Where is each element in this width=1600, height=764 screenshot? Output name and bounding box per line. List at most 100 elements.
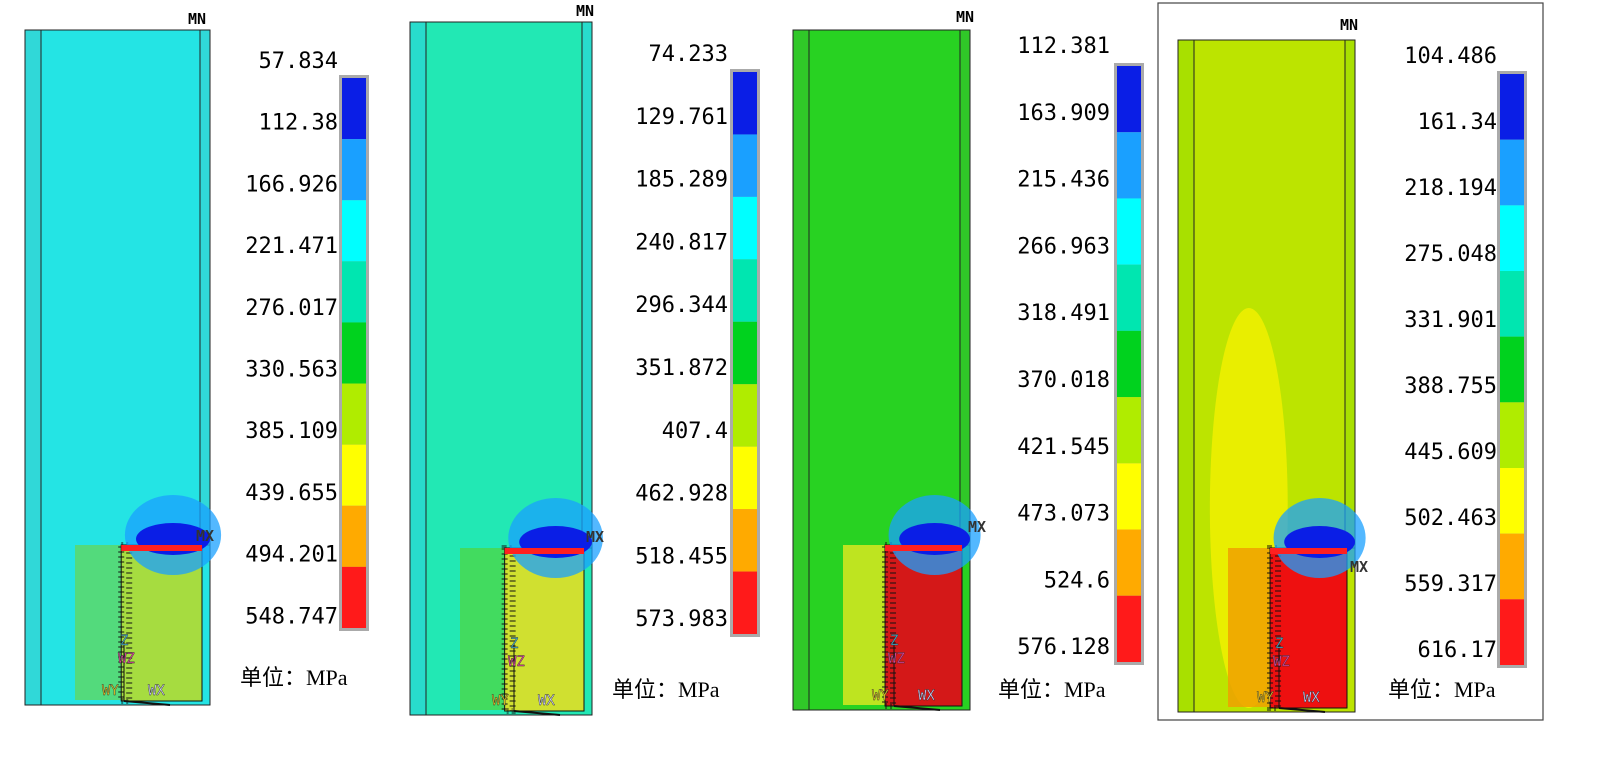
colorbar-band <box>733 384 757 447</box>
legend-value: 473.073 <box>1017 502 1110 527</box>
triad-label: WZ <box>118 651 135 667</box>
collar-edge <box>501 545 516 714</box>
left-wall <box>1177 39 1195 713</box>
right-wall <box>581 21 593 549</box>
legend-value: 266.963 <box>1017 234 1110 259</box>
legend-value: 276.017 <box>245 296 338 321</box>
colorbar-band <box>1117 132 1141 199</box>
colorbar-band <box>1500 533 1524 600</box>
legend-value: 185.289 <box>635 168 728 193</box>
colorbar-band <box>733 134 757 197</box>
legend-value: 576.128 <box>1017 635 1110 660</box>
triad-label: WX <box>1303 690 1320 706</box>
colorbar-band <box>342 383 366 445</box>
colorbar-band <box>1117 397 1141 464</box>
triad-axis <box>893 705 941 711</box>
max-label: MX <box>586 528 604 546</box>
legend-value: 129.761 <box>635 105 728 130</box>
colorbar-band <box>342 322 366 384</box>
max-label: MX <box>196 527 214 545</box>
colorbar-band <box>1500 336 1524 403</box>
left-wall <box>409 21 427 716</box>
colorbar-band <box>733 509 757 572</box>
legend-value: 331.901 <box>1404 308 1497 333</box>
triad-label: Z <box>120 633 128 649</box>
legend-value: 559.317 <box>1404 572 1497 597</box>
legend-value: 221.471 <box>245 234 338 259</box>
colorbar-band <box>733 321 757 385</box>
max-label: MX <box>1350 558 1368 576</box>
triad-label: Z <box>1275 636 1283 652</box>
right-wall <box>1344 39 1356 549</box>
legend-value: 163.909 <box>1017 101 1110 126</box>
triad-label: WX <box>148 683 165 699</box>
legend-value: 166.926 <box>245 172 338 197</box>
legend-value: 218.194 <box>1404 176 1497 201</box>
legend-value: 370.018 <box>1017 368 1110 393</box>
triad-axis <box>513 710 561 716</box>
left-wall <box>792 29 810 711</box>
triad-label: Z <box>510 636 518 652</box>
triad-label: Z <box>890 633 898 649</box>
contour-red <box>504 548 584 554</box>
legend-value: 385.109 <box>245 419 338 444</box>
triad-label: WY <box>102 683 119 699</box>
triad-label: WZ <box>888 651 905 667</box>
colorbar-band <box>342 566 366 628</box>
min-label: MN <box>956 8 974 26</box>
triad-label: WX <box>918 688 935 704</box>
legend-value: 296.344 <box>635 293 728 318</box>
min-label: MN <box>188 10 206 28</box>
unit-label: 单位：MPa <box>998 677 1106 702</box>
triad-label: WZ <box>508 654 525 670</box>
legend-value: 388.755 <box>1404 374 1497 399</box>
colorbar-band <box>1117 198 1141 265</box>
colorbar-band <box>1117 66 1141 133</box>
contour-red <box>885 545 962 551</box>
collar-edge <box>1267 545 1282 711</box>
legend-value: 616.17 <box>1418 638 1497 663</box>
colorbar-band <box>1500 599 1524 665</box>
legend-value: 439.655 <box>245 481 338 506</box>
colorbar-band <box>1117 463 1141 530</box>
colorbar-band <box>733 72 757 135</box>
panel-frame <box>1157 2 1544 721</box>
colorbar-band <box>342 261 366 323</box>
legend-value: 494.201 <box>245 543 338 568</box>
legend-value: 112.381 <box>1017 34 1110 59</box>
max-label: MX <box>968 518 986 536</box>
legend-value: 330.563 <box>245 358 338 383</box>
legend-value: 74.233 <box>649 42 728 67</box>
triad-label: WX <box>538 693 555 709</box>
legend-value: 275.048 <box>1404 242 1497 267</box>
min-label: MN <box>1340 16 1358 34</box>
colorbar-band <box>1500 468 1524 534</box>
colorbar-band <box>1117 264 1141 331</box>
colorbar-band <box>342 78 366 140</box>
legend-value: 524.6 <box>1044 568 1110 593</box>
collar-edge <box>118 542 133 704</box>
legend-value: 318.491 <box>1017 301 1110 326</box>
right-wall <box>959 29 971 546</box>
legend-value: 502.463 <box>1404 506 1497 531</box>
triad-label: WY <box>872 688 889 704</box>
unit-label: 单位：MPa <box>612 677 720 702</box>
triad-label: WY <box>492 693 509 709</box>
right-wall <box>199 29 211 546</box>
colorbar-band <box>1117 330 1141 398</box>
left-wall <box>24 29 42 706</box>
colorbar-band <box>1500 271 1524 337</box>
contour-red <box>1270 548 1347 554</box>
legend-value: 161.34 <box>1418 110 1497 135</box>
legend-value: 445.609 <box>1404 440 1497 465</box>
colorbar-band <box>733 446 757 510</box>
colorbar-band <box>342 139 366 201</box>
legend-value: 518.455 <box>635 544 728 569</box>
colorbar-band <box>1117 595 1141 662</box>
unit-label: 单位：MPa <box>1388 677 1496 702</box>
triad-axis <box>1278 707 1326 713</box>
colorbar-band <box>342 444 366 506</box>
contour-red <box>121 545 202 551</box>
colorbar-band <box>733 571 757 634</box>
